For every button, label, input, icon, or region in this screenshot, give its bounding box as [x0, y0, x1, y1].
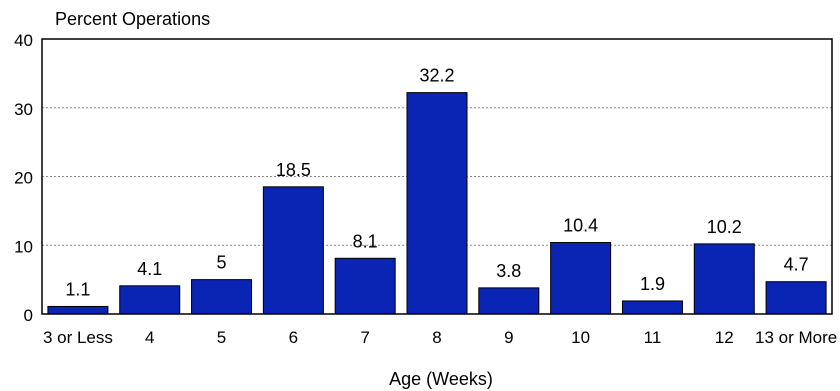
- bar: [334, 257, 396, 315]
- y-tick-label: 40: [14, 31, 33, 50]
- x-tick-label: 10: [571, 328, 590, 347]
- bar: [47, 305, 109, 315]
- y-tick-label: 0: [24, 306, 33, 325]
- bar-value-label: 10.4: [563, 216, 598, 236]
- bar: [693, 243, 755, 315]
- y-axis-title: Percent Operations: [55, 9, 210, 29]
- x-axis-ticks: 3 or Less 4 5 6 7 8 9 10 11 12 13 or More: [43, 328, 837, 347]
- x-tick-label: 8: [432, 328, 441, 347]
- bar-value-label: 32.2: [419, 66, 454, 86]
- bar: [262, 186, 324, 315]
- x-tick-label: 9: [504, 328, 513, 347]
- bar-value-label: 1.9: [640, 274, 665, 294]
- bar: [478, 287, 540, 315]
- bar: [550, 242, 612, 315]
- y-tick-label: 10: [14, 237, 33, 256]
- x-tick-label: 3 or Less: [43, 328, 113, 347]
- x-tick-label: 11: [644, 328, 662, 347]
- x-tick-label: 4: [145, 328, 154, 347]
- bar-value-label: 4.1: [137, 259, 162, 279]
- bars: [47, 92, 827, 315]
- x-axis-title: Age (Weeks): [389, 369, 493, 389]
- x-tick-label: 6: [289, 328, 298, 347]
- bar: [765, 281, 827, 315]
- y-axis-ticks: 0 10 20 30 40: [14, 31, 33, 325]
- bar-value-label: 5: [217, 253, 227, 273]
- y-tick-label: 20: [14, 169, 33, 188]
- x-tick-label: 13 or More: [755, 328, 837, 347]
- bar: [119, 285, 181, 315]
- bar: [621, 300, 683, 315]
- x-tick-label: 7: [360, 328, 369, 347]
- bar: [406, 92, 468, 315]
- x-tick-label: 12: [715, 328, 734, 347]
- bar-value-label: 4.7: [784, 255, 809, 275]
- bar-value-label: 3.8: [496, 261, 521, 281]
- value-labels: 1.1 4.1 5 18.5 8.1 32.2 3.8 10.4 1.9 10.2 4.7: [65, 66, 808, 300]
- bar-value-label: 10.2: [707, 217, 742, 237]
- bar-value-label: 8.1: [353, 231, 378, 251]
- bar-value-label: 1.1: [65, 279, 90, 299]
- plot-frame: [41, 38, 833, 315]
- bar: [191, 279, 253, 315]
- x-tick-label: 5: [217, 328, 226, 347]
- y-tick-label: 30: [14, 100, 33, 119]
- bar-value-label: 18.5: [276, 160, 311, 180]
